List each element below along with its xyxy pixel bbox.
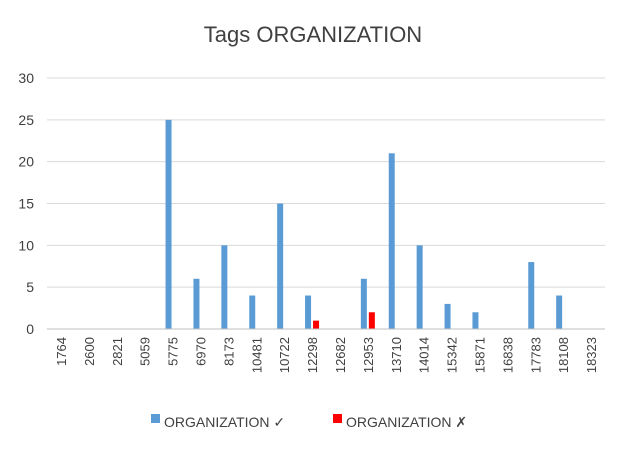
x-tick-label: 18323 (584, 337, 599, 373)
bar-series-1 (249, 295, 256, 329)
bar-series-1 (277, 203, 284, 329)
x-tick-label: 13710 (389, 337, 404, 373)
bar-series-1 (556, 295, 563, 329)
x-tick-label: 12298 (305, 337, 320, 373)
legend: ORGANIZATION ✓ ORGANIZATION ✗ (151, 414, 467, 430)
bars (165, 119, 563, 329)
x-tick-label: 14014 (417, 337, 432, 373)
x-tick-label: 1764 (54, 337, 69, 366)
x-tick-label: 15342 (445, 337, 460, 373)
y-tick-label: 20 (18, 154, 34, 170)
bar-series-1 (165, 119, 172, 329)
y-tick-label: 15 (18, 196, 34, 212)
bar-series-1 (416, 245, 423, 329)
bar-series-1 (388, 153, 395, 329)
y-tick-label: 30 (18, 70, 34, 86)
legend-label-2: ORGANIZATION ✗ (346, 414, 467, 430)
bar-series-1 (360, 278, 367, 329)
chart-title: Tags ORGANIZATION (204, 22, 422, 47)
y-axis-ticks: 0 5 10 15 20 25 30 (18, 70, 34, 337)
x-tick-label: 10481 (249, 337, 264, 373)
x-tick-label: 17783 (528, 337, 543, 373)
bar-series-1 (221, 245, 228, 329)
bar-series-2 (368, 312, 375, 329)
gridlines (47, 77, 605, 288)
x-tick-label: 18108 (556, 337, 571, 373)
legend-swatch-1 (151, 414, 160, 423)
x-tick-label: 5059 (138, 337, 153, 366)
x-tick-label: 6970 (193, 337, 208, 366)
x-tick-label: 12682 (333, 337, 348, 373)
x-tick-label: 2821 (110, 337, 125, 366)
bar-series-1 (528, 262, 535, 329)
legend-swatch-2 (333, 414, 342, 423)
x-tick-label: 5775 (166, 337, 181, 366)
legend-label-1: ORGANIZATION ✓ (164, 414, 285, 430)
x-tick-label: 15871 (472, 337, 487, 373)
y-tick-label: 25 (18, 112, 34, 128)
x-tick-label: 12953 (361, 337, 376, 373)
bar-series-1 (305, 295, 312, 329)
x-axis-ticks: 1764 2600 2821 5059 5775 6970 8173 10481 10722 12… (54, 337, 599, 373)
x-tick-label: 2600 (82, 337, 97, 366)
x-tick-label: 8173 (221, 337, 236, 366)
x-tick-label: 16838 (500, 337, 515, 373)
x-tick-label: 10722 (277, 337, 292, 373)
y-tick-label: 5 (26, 279, 34, 295)
bar-series-1 (193, 278, 200, 329)
y-tick-label: 10 (18, 237, 34, 253)
bar-series-1 (472, 312, 479, 329)
y-tick-label: 0 (26, 321, 34, 337)
bar-series-2 (313, 320, 320, 329)
bar-series-1 (444, 303, 451, 329)
